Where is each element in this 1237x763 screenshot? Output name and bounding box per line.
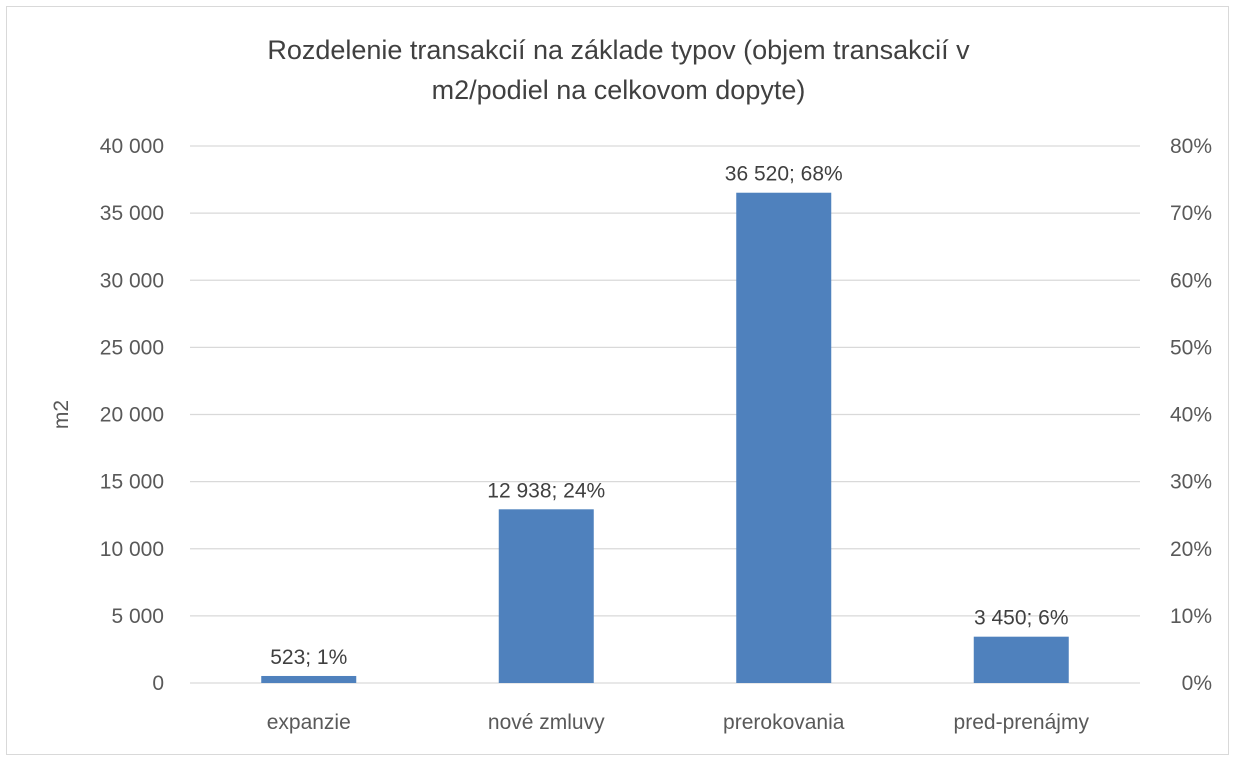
y2-tick-label: 70% [1170,202,1212,225]
x-tick-label: pred-prenájmy [954,711,1090,734]
chart-frame [6,6,1229,755]
y2-tick-label: 20% [1170,538,1212,561]
x-tick-label: nové zmluvy [488,711,605,734]
y-tick-label: 40 000 [100,135,164,158]
y-tick-label: 10 000 [100,538,164,561]
bar [736,192,832,683]
y-tick-label: 15 000 [100,471,164,494]
bar [498,509,594,683]
y-tick-label: 20 000 [100,404,164,427]
x-tick-label: expanzie [267,711,351,734]
bar-layer [261,192,1069,683]
y-axis-title: m2 [50,400,73,429]
axis-layer: 0 5 000 10 000 15 000 20 000 25 000 30 000 35 0… [50,135,1212,734]
bar [261,675,357,683]
data-label: 523; 1% [270,646,347,669]
data-label: 36 520; 68% [725,163,843,186]
data-label: 12 938; 24% [487,479,605,502]
y2-tick-label: 0% [1182,672,1212,695]
data-label: 3 450; 6% [974,607,1069,630]
y2-tick-label: 10% [1170,605,1212,628]
y-tick-label: 35 000 [100,202,164,225]
y-tick-label: 5 000 [111,605,164,628]
label-layer: 523; 1% 12 938; 24% 36 520; 68% 3 450; 6% [270,163,1068,669]
y2-tick-label: 50% [1170,336,1212,359]
y-tick-label: 25 000 [100,336,164,359]
y2-tick-label: 60% [1170,269,1212,292]
bar [973,636,1069,683]
x-tick-label: prerokovania [723,711,845,734]
chart-title: Rozdelenie transakcií na základe typov (… [267,35,970,105]
y2-tick-label: 40% [1170,404,1212,427]
y-tick-label: 30 000 [100,269,164,292]
y2-tick-label: 80% [1170,135,1212,158]
y2-tick-label: 30% [1170,471,1212,494]
grid-layer [190,145,1140,684]
y-tick-label: 0 [152,672,164,695]
